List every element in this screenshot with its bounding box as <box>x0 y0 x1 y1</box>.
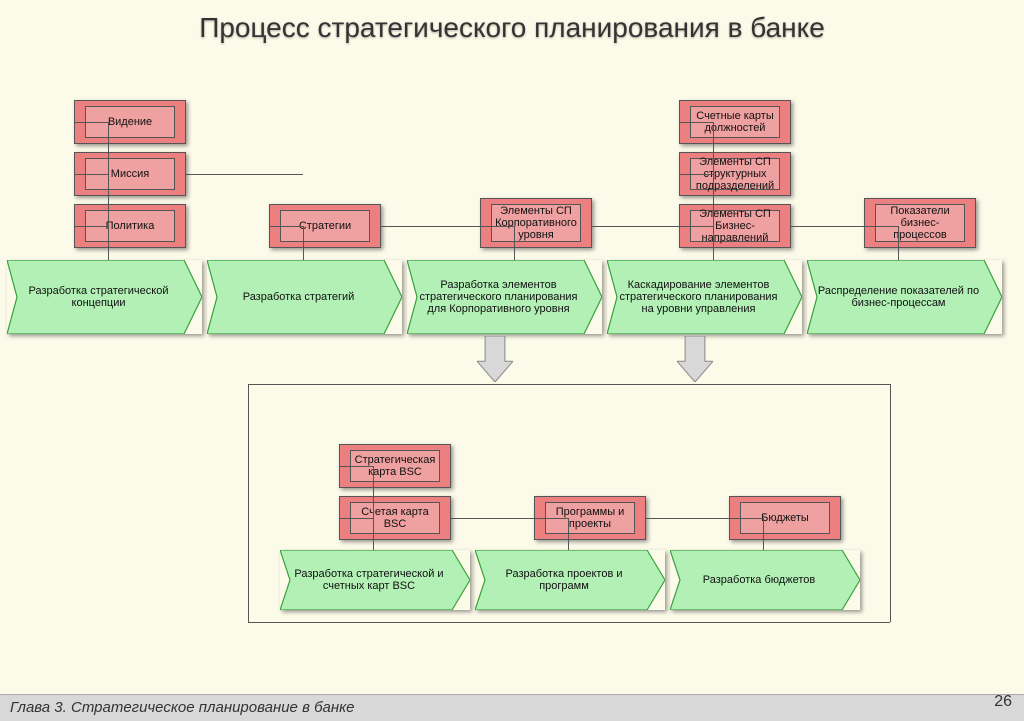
footer-chapter: Глава 3. Стратегическое планирование в б… <box>10 695 355 721</box>
process-bottom-0-label: Разработка стратегической и счетных карт… <box>288 550 450 610</box>
dbox-top-c5-0: Показатели бизнес-процессов <box>864 198 976 248</box>
connector-hline <box>679 174 713 175</box>
connector-vline <box>514 226 515 260</box>
process-top-3-label: Каскадирование элементов стратегического… <box>615 260 782 334</box>
connector-hline <box>248 384 890 385</box>
process-top-1-label: Разработка стратегий <box>215 260 382 334</box>
connector-hline <box>679 122 713 123</box>
connector-hline <box>339 518 373 519</box>
connector-vline <box>713 122 714 260</box>
connector-vline <box>568 518 569 550</box>
connector-hline <box>646 518 763 519</box>
process-bottom-2-label: Разработка бюджетов <box>678 550 840 610</box>
process-top-2-label: Разработка элементов стратегического пла… <box>415 260 582 334</box>
process-bottom-2: Разработка бюджетов <box>670 550 860 610</box>
connector-vline <box>248 384 249 622</box>
process-bottom-0: Разработка стратегической и счетных карт… <box>280 550 470 610</box>
connector-vline <box>373 466 374 550</box>
process-top-1: Разработка стратегий <box>207 260 402 334</box>
connector-vline <box>108 122 109 260</box>
connector-hline <box>186 174 303 175</box>
connector-hline <box>791 226 898 227</box>
connector-vline <box>303 226 304 260</box>
connector-hline <box>74 122 108 123</box>
process-top-0: Разработка стратегической концепции <box>7 260 202 334</box>
dbox-top-c3-0: Элементы СП Корпоративного уровня <box>480 198 592 248</box>
process-bottom-1: Разработка проектов и программ <box>475 550 665 610</box>
connector-hline <box>248 622 890 623</box>
process-top-3: Каскадирование элементов стратегического… <box>607 260 802 334</box>
connector-hline <box>74 174 108 175</box>
process-top-0-label: Разработка стратегической концепции <box>15 260 182 334</box>
down-arrow-icon <box>677 336 713 382</box>
process-top-4: Распределение показателей по бизнес-проц… <box>807 260 1002 334</box>
process-top-2: Разработка элементов стратегического пла… <box>407 260 602 334</box>
process-top-4-label: Распределение показателей по бизнес-проц… <box>815 260 982 334</box>
connector-hline <box>381 226 514 227</box>
footer-bar: Глава 3. Стратегическое планирование в б… <box>0 694 1024 721</box>
process-bottom-1-label: Разработка проектов и программ <box>483 550 645 610</box>
diagram-canvas: Разработка стратегической концепции Разра… <box>0 55 1024 695</box>
down-arrow-icon <box>477 336 513 382</box>
connector-vline <box>890 384 891 622</box>
dbox-top-c5-0-label: Показатели бизнес-процессов <box>875 204 965 242</box>
page-title: Процесс стратегического планирования в б… <box>0 0 1024 55</box>
dbox-top-c3-0-label: Элементы СП Корпоративного уровня <box>491 204 581 242</box>
connector-hline <box>269 226 303 227</box>
connector-hline <box>339 466 373 467</box>
connector-hline <box>592 226 713 227</box>
connector-hline <box>451 518 568 519</box>
footer-page: 26 <box>994 689 1012 715</box>
connector-hline <box>74 226 108 227</box>
connector-vline <box>898 226 899 260</box>
connector-vline <box>763 518 764 550</box>
